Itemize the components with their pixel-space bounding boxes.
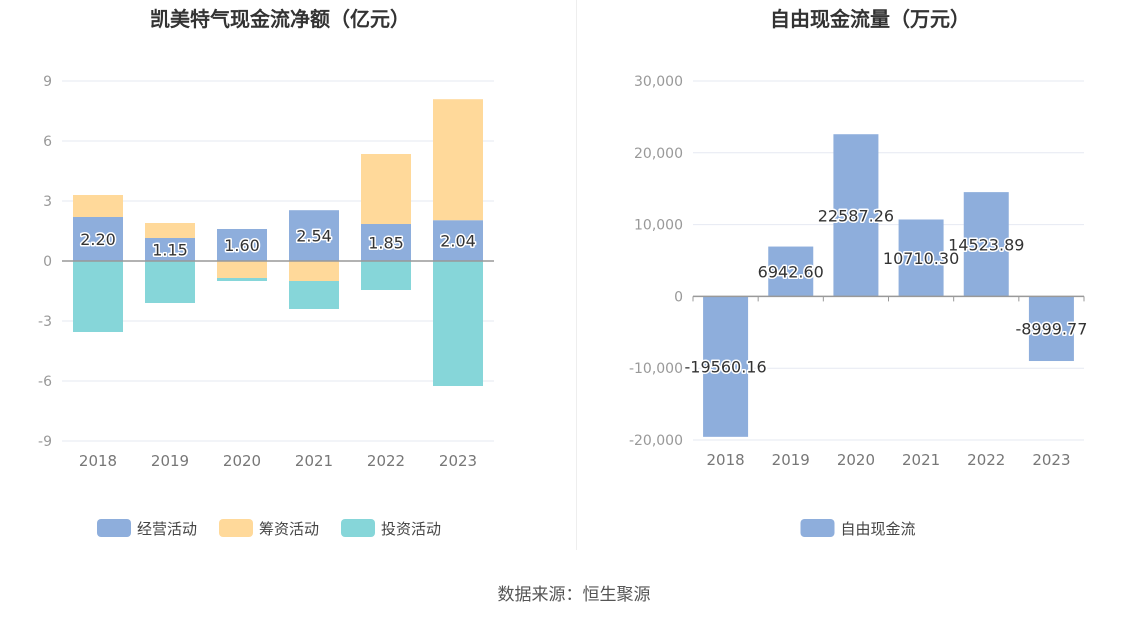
cashflow-bar <box>145 238 195 261</box>
cashflow-legend-swatch <box>341 519 375 537</box>
cashflow-bar <box>217 229 267 261</box>
cashflow-bar <box>433 220 483 261</box>
fcf-bar <box>768 246 814 297</box>
fcf-bar <box>898 219 944 297</box>
fcf-y-tick-label: 30,000 <box>634 74 683 90</box>
cashflow-data-label: 2.20 <box>80 230 116 249</box>
cashflow-data-label: 1.15 <box>152 241 188 260</box>
fcf-y-tick-label: 0 <box>674 289 683 305</box>
cashflow-y-tick-label: 6 <box>43 134 52 150</box>
cashflow-legend-swatch <box>97 519 131 537</box>
cashflow-data-label: 2.54 <box>296 227 332 246</box>
cashflow-y-tick-label: -9 <box>38 434 52 450</box>
cashflow-x-tick-label: 2019 <box>151 452 189 470</box>
cashflow-legend-swatch <box>219 519 253 537</box>
cashflow-bar <box>217 278 267 281</box>
cashflow-x-tick-label: 2023 <box>439 452 477 470</box>
fcf-data-label: 10710.30 <box>883 249 959 268</box>
fcf-legend-swatch <box>800 519 835 537</box>
cashflow-bar <box>217 261 267 278</box>
cashflow-chart-title: 凯美特气现金流净额（亿元） <box>150 7 410 31</box>
cashflow-y-tick-label: 9 <box>43 74 52 90</box>
cashflow-bar <box>289 210 339 261</box>
fcf-y-tick-label: 10,000 <box>634 218 683 234</box>
fcf-x-tick-label: 2021 <box>902 451 940 469</box>
fcf-data-label: 14523.89 <box>948 235 1024 254</box>
fcf-data-label: 6942.60 <box>758 262 824 281</box>
cashflow-x-tick-label: 2021 <box>295 452 333 470</box>
fcf-y-tick-label: -10,000 <box>629 361 683 377</box>
fcf-x-tick-label: 2023 <box>1032 451 1070 469</box>
cashflow-legend-label: 投资活动 <box>381 520 441 538</box>
cashflow-legend-label: 筹资活动 <box>259 520 319 538</box>
cashflow-data-label: 1.85 <box>368 234 404 253</box>
free-cashflow-chart-title: 自由现金流量（万元） <box>770 7 970 31</box>
fcf-bar <box>833 134 879 297</box>
cashflow-y-tick-label: -6 <box>38 374 52 390</box>
fcf-y-tick-label: -20,000 <box>629 433 683 449</box>
fcf-legend-label: 自由现金流 <box>841 520 916 538</box>
fcf-x-tick-label: 2020 <box>837 451 875 469</box>
cashflow-bar <box>73 195 123 217</box>
fcf-bar <box>963 192 1009 297</box>
cashflow-bar <box>361 154 411 224</box>
cashflow-bar <box>73 217 123 261</box>
cashflow-data-label: 1.60 <box>224 236 260 255</box>
cashflow-bar <box>433 261 483 386</box>
data-source-note: 数据来源：恒生聚源 <box>497 585 651 605</box>
cashflow-bar <box>145 223 195 238</box>
fcf-data-label: -19560.16 <box>685 358 767 377</box>
cashflow-x-tick-label: 2018 <box>79 452 117 470</box>
fcf-x-tick-label: 2018 <box>706 451 744 469</box>
fcf-bar <box>703 296 749 437</box>
cashflow-bar <box>289 281 339 309</box>
cashflow-data-label: 2.04 <box>440 232 476 251</box>
fcf-bar <box>1028 296 1074 362</box>
fcf-data-label: 22587.26 <box>818 206 894 225</box>
fcf-y-tick-label: 20,000 <box>634 146 683 162</box>
cashflow-x-tick-label: 2020 <box>223 452 261 470</box>
cashflow-bar <box>289 261 339 281</box>
cashflow-y-tick-label: -3 <box>38 314 52 330</box>
fcf-x-tick-label: 2019 <box>772 451 810 469</box>
cashflow-bar <box>73 261 123 332</box>
cashflow-bar <box>433 99 483 221</box>
cashflow-bar <box>361 261 411 290</box>
cashflow-y-tick-label: 0 <box>43 254 52 270</box>
cashflow-bar <box>145 261 195 303</box>
cashflow-legend-label: 经营活动 <box>137 520 197 538</box>
cashflow-y-tick-label: 3 <box>43 194 52 210</box>
cashflow-bar <box>361 224 411 261</box>
cashflow-x-tick-label: 2022 <box>367 452 405 470</box>
fcf-data-label: -8999.77 <box>1015 320 1087 339</box>
fcf-x-tick-label: 2022 <box>967 451 1005 469</box>
panel-divider <box>576 0 577 550</box>
